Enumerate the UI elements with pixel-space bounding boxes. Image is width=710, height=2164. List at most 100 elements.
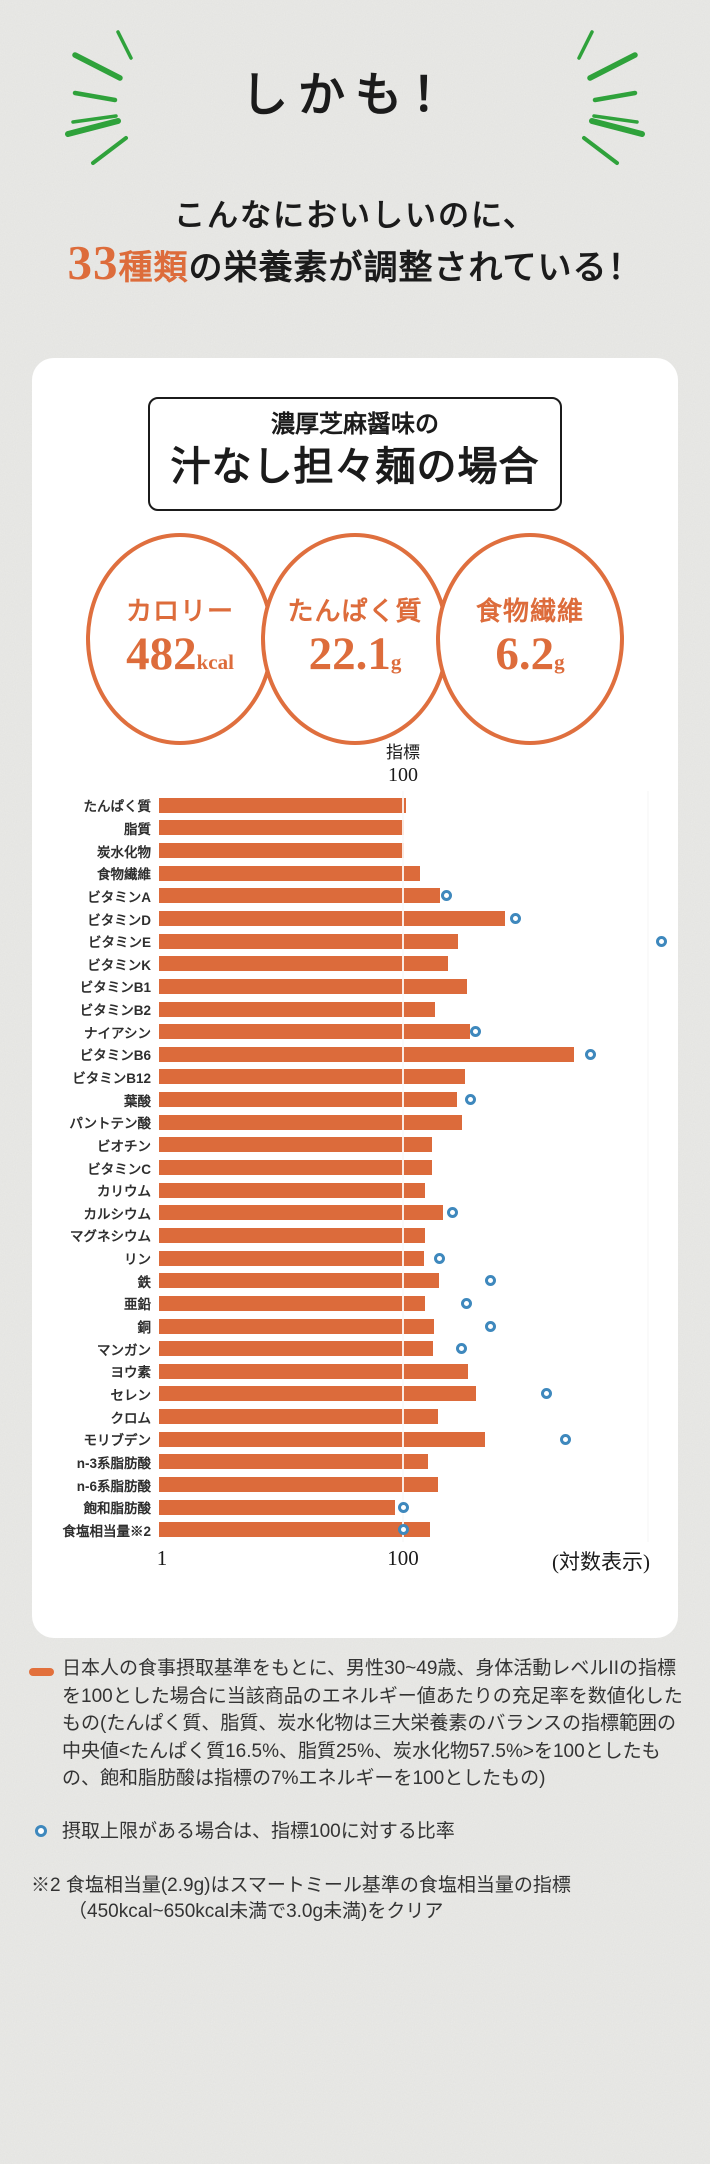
- indicator-bar: [159, 1499, 395, 1515]
- bar-row: ビタミンD: [32, 907, 678, 930]
- bar-plot: [159, 1043, 674, 1066]
- upper-limit-dot: [441, 890, 453, 902]
- bar-row: リン: [32, 1247, 678, 1270]
- nutrient-label: カルシウム: [83, 1206, 152, 1222]
- bar-row: モリブデン: [32, 1428, 678, 1451]
- stat-value: 22.1g: [308, 627, 402, 680]
- upper-limit-dot: [541, 1388, 553, 1400]
- nutrient-label: たんぱく質: [83, 799, 152, 815]
- upper-limit-dot: [446, 1207, 458, 1219]
- bar-plot: [159, 1179, 674, 1202]
- indicator-bar: [159, 1092, 458, 1108]
- nutrient-label: セレン: [110, 1387, 152, 1403]
- bar-row: たんぱく質: [32, 794, 678, 817]
- log-scale-note: (対数表示): [552, 1550, 650, 1574]
- bar-plot: [159, 1473, 674, 1496]
- bar-plot: [159, 907, 674, 930]
- bar-plot: [159, 885, 674, 908]
- nutrient-label: マンガン: [97, 1342, 151, 1358]
- bar-plot: [159, 1337, 674, 1360]
- indicator-bar: [159, 978, 467, 994]
- nutrient-label: リン: [124, 1252, 151, 1268]
- stat-circle-calorie: カロリー 482kcal: [86, 533, 274, 745]
- nutrient-label: 食塩相当量※2: [62, 1523, 151, 1539]
- indicator-bar: [159, 1409, 438, 1425]
- kicker-title: しかも！: [241, 70, 469, 122]
- bar-row: ビタミンB6: [32, 1043, 678, 1066]
- bar-plot: [159, 1088, 674, 1111]
- bar-row: 食物繊維: [32, 862, 678, 885]
- bar-row: ビタミンE: [32, 930, 678, 953]
- indicator-bar: [159, 820, 404, 836]
- indicator-bar: [159, 933, 459, 949]
- bar-plot: [159, 1360, 674, 1383]
- bar-row: ビタミンB12: [32, 1066, 678, 1089]
- bar-row: n-6系脂肪酸: [32, 1473, 678, 1496]
- product-name: 汁なし担々麺の場合: [170, 444, 540, 489]
- bar-plot: [159, 1383, 674, 1406]
- legend-bar-text: 日本人の食事摂取基準をもとに、男性30~49歳、身体活動レベルIIの指標 を10…: [62, 1658, 683, 1789]
- bar-row: セレン: [32, 1383, 678, 1406]
- headline-rest: の栄養素が調整されている！: [188, 250, 643, 287]
- bar-plot: [159, 1224, 674, 1247]
- nutrient-label: ビタミンB2: [79, 1003, 151, 1019]
- nutrient-label: ビタミンD: [87, 912, 151, 928]
- bar-plot: [159, 930, 674, 953]
- product-flavor: 濃厚芝麻醤味の: [271, 412, 439, 438]
- bar-plot: [159, 1315, 674, 1338]
- indicator-bar: [159, 797, 407, 813]
- bar-row: カルシウム: [32, 1202, 678, 1225]
- nutrient-label: ヨウ素: [110, 1365, 152, 1381]
- nutrient-label: ビタミンE: [87, 935, 151, 951]
- nutrient-label: ビタミンA: [87, 889, 151, 905]
- bar-row: 亜鉛: [32, 1292, 678, 1315]
- stat-unit: g: [390, 649, 402, 674]
- burst-left-icon: [65, 30, 133, 165]
- bar-row: 葉酸: [32, 1088, 678, 1111]
- nutrient-label: カリウム: [97, 1184, 151, 1200]
- subtitle: こんなにおいしいのに、: [173, 198, 537, 233]
- nutrient-label: 飽和脂肪酸: [83, 1501, 152, 1517]
- upper-limit-dot: [398, 1501, 409, 1513]
- indicator-bar: [159, 1001, 435, 1017]
- bar-row: 食塩相当量※2: [32, 1519, 678, 1542]
- indicator-bar: [159, 1182, 425, 1198]
- bar-row: ビタミンA: [32, 885, 678, 908]
- indicator-bar: [159, 956, 448, 972]
- nutrient-label: ビタミンB1: [79, 980, 151, 996]
- bar-plot: [159, 1405, 674, 1428]
- bar-plot: [159, 794, 674, 817]
- nutrient-label: 炭水化物: [97, 844, 151, 860]
- indicator-bar: [159, 865, 421, 881]
- stat-unit: g: [554, 649, 565, 674]
- upper-limit-dot: [484, 1275, 496, 1287]
- bar-row: カリウム: [32, 1179, 678, 1202]
- bar-row: 炭水化物: [32, 839, 678, 862]
- indicator-bar: [159, 1454, 428, 1470]
- burst-right-icon: [577, 30, 645, 165]
- indicator-bar: [159, 1341, 434, 1357]
- bar-row: ナイアシン: [32, 1020, 678, 1043]
- indicator-bar: [159, 888, 441, 904]
- bar-row: ビタミンB1: [32, 975, 678, 998]
- nutrient-label: n-6系脂肪酸: [76, 1478, 151, 1494]
- bar-plot: [159, 998, 674, 1021]
- bar-plot: [159, 862, 674, 885]
- salt-note-line1: ※2 食塩相当量(2.9g)はスマートミール基準の食塩相当量の指標: [31, 1875, 571, 1896]
- nutrient-label: ビタミンB6: [79, 1048, 151, 1064]
- bar-row: 鉄: [32, 1269, 678, 1292]
- indicator-label: 指標: [386, 743, 420, 762]
- bar-plot: [159, 1156, 674, 1179]
- x-tick-1: 1: [156, 1546, 168, 1570]
- stat-value: 482kcal: [126, 627, 234, 680]
- upper-limit-dot: [656, 935, 668, 947]
- indicator-bar: [159, 1431, 485, 1447]
- nutrient-label: パントテン酸: [69, 1116, 151, 1132]
- bar-row: n-3系脂肪酸: [32, 1451, 678, 1474]
- indicator-bar: [159, 1522, 431, 1538]
- bar-row: クロム: [32, 1405, 678, 1428]
- nutrient-label: クロム: [110, 1410, 152, 1426]
- upper-limit-dot: [464, 1094, 476, 1106]
- bar-row: ビタミンB2: [32, 998, 678, 1021]
